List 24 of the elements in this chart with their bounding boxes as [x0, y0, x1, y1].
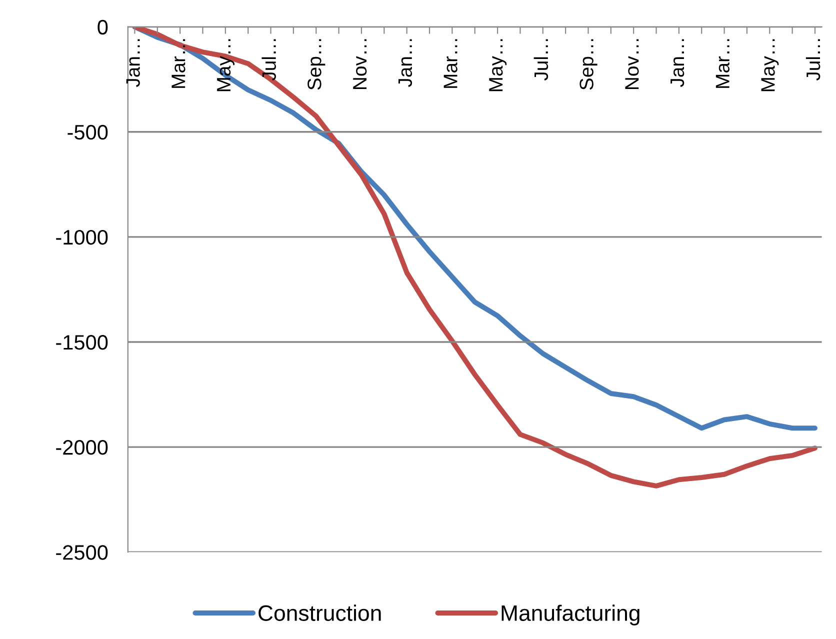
x-tick-label: Mar…: [172, 39, 186, 88]
x-tick-label: May…: [761, 39, 779, 92]
x-tick-label: Jan…: [126, 39, 140, 88]
x-tick-label: Jan…: [670, 39, 684, 88]
x-tick-label: Mar…: [716, 39, 730, 88]
y-tick-label: -1000: [56, 230, 108, 245]
y-tick-label: -2500: [56, 545, 108, 560]
x-tick-label: Mar…: [444, 39, 458, 88]
x-tick-label: Jul…: [806, 39, 820, 81]
y-tick-label: -1500: [56, 334, 108, 350]
y-tick-label: -500: [68, 124, 108, 140]
legend-label: Manufacturing: [502, 604, 640, 626]
y-tick-label: 0: [98, 20, 108, 35]
x-tick-label: May…: [489, 39, 507, 92]
x-tick-label: Jan…: [398, 39, 412, 88]
x-tick-label: May…: [217, 39, 234, 92]
y-tick-label: -2000: [56, 440, 108, 455]
x-tick-label: Nov…: [353, 39, 367, 89]
x-tick-label: Sep…: [580, 39, 598, 90]
x-tick-label: Nov…: [625, 39, 639, 89]
x-tick-label: Jul…: [262, 39, 276, 81]
x-tick-label: Jul…: [534, 39, 548, 81]
legend-label: Construction: [258, 604, 381, 621]
x-tick-label: Sep…: [308, 39, 326, 90]
